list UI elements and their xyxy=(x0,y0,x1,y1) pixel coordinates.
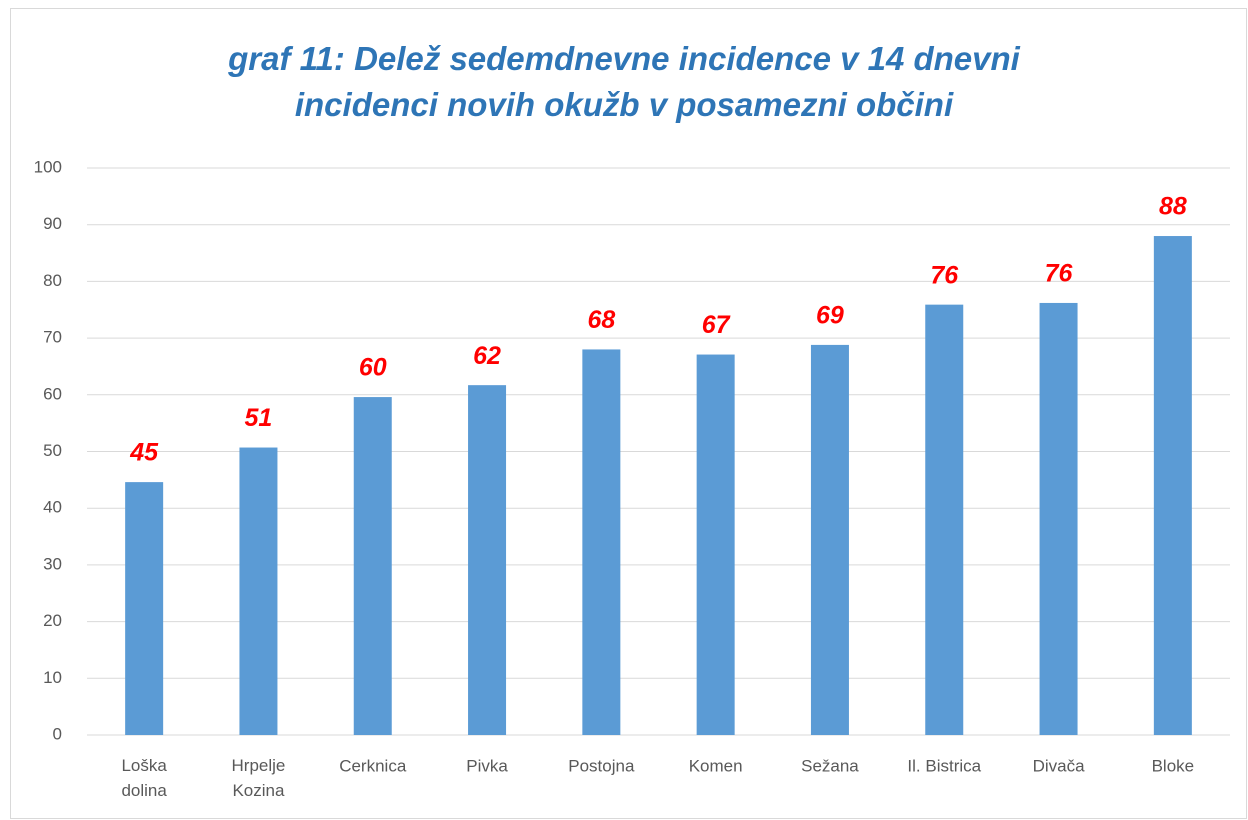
value-label: 67 xyxy=(702,311,731,339)
y-tick-label: 20 xyxy=(43,611,62,630)
x-tick-label: Postojna xyxy=(568,756,635,775)
y-tick-label: 10 xyxy=(43,668,62,687)
bar xyxy=(125,482,164,735)
y-tick-label: 90 xyxy=(43,214,62,233)
x-tick-label: Il. Bistrica xyxy=(907,756,981,775)
value-label: 76 xyxy=(930,261,959,289)
bar xyxy=(1039,302,1078,735)
bar xyxy=(696,354,735,735)
bar xyxy=(468,385,507,735)
x-tick-label: Pivka xyxy=(466,756,508,775)
y-tick-label: 60 xyxy=(43,384,62,403)
x-tick-label: Divača xyxy=(1033,756,1086,775)
bar xyxy=(810,344,849,735)
x-tick-label: Hrpelje Kozina xyxy=(232,756,286,800)
x-tick-label: Sežana xyxy=(801,756,859,775)
x-tick-label: Loška dolina xyxy=(121,756,167,800)
value-label: 51 xyxy=(245,404,273,432)
bar xyxy=(239,447,278,735)
value-label: 60 xyxy=(359,354,387,382)
x-tick-label: Bloke xyxy=(1152,756,1195,775)
x-tick-label: Komen xyxy=(689,756,743,775)
y-tick-label: 40 xyxy=(43,498,62,517)
value-label: 76 xyxy=(1045,260,1074,288)
chart-title: graf 11: Delež sedemdnevne incidence v 1… xyxy=(228,40,1020,123)
value-label: 68 xyxy=(587,306,615,334)
x-tick-label: Cerknica xyxy=(339,756,407,775)
bar xyxy=(353,397,392,735)
value-label: 69 xyxy=(816,302,844,330)
value-label: 45 xyxy=(129,439,159,467)
value-label: 62 xyxy=(473,342,501,370)
value-label: 88 xyxy=(1159,193,1187,221)
y-tick-label: 30 xyxy=(43,554,62,573)
y-tick-label: 100 xyxy=(34,157,62,176)
bar xyxy=(582,349,621,735)
y-tick-label: 0 xyxy=(53,724,62,743)
y-tick-label: 80 xyxy=(43,271,62,290)
y-tick-label: 70 xyxy=(43,328,62,347)
y-tick-label: 50 xyxy=(43,441,62,460)
bar xyxy=(925,304,964,735)
bar xyxy=(1153,236,1192,736)
